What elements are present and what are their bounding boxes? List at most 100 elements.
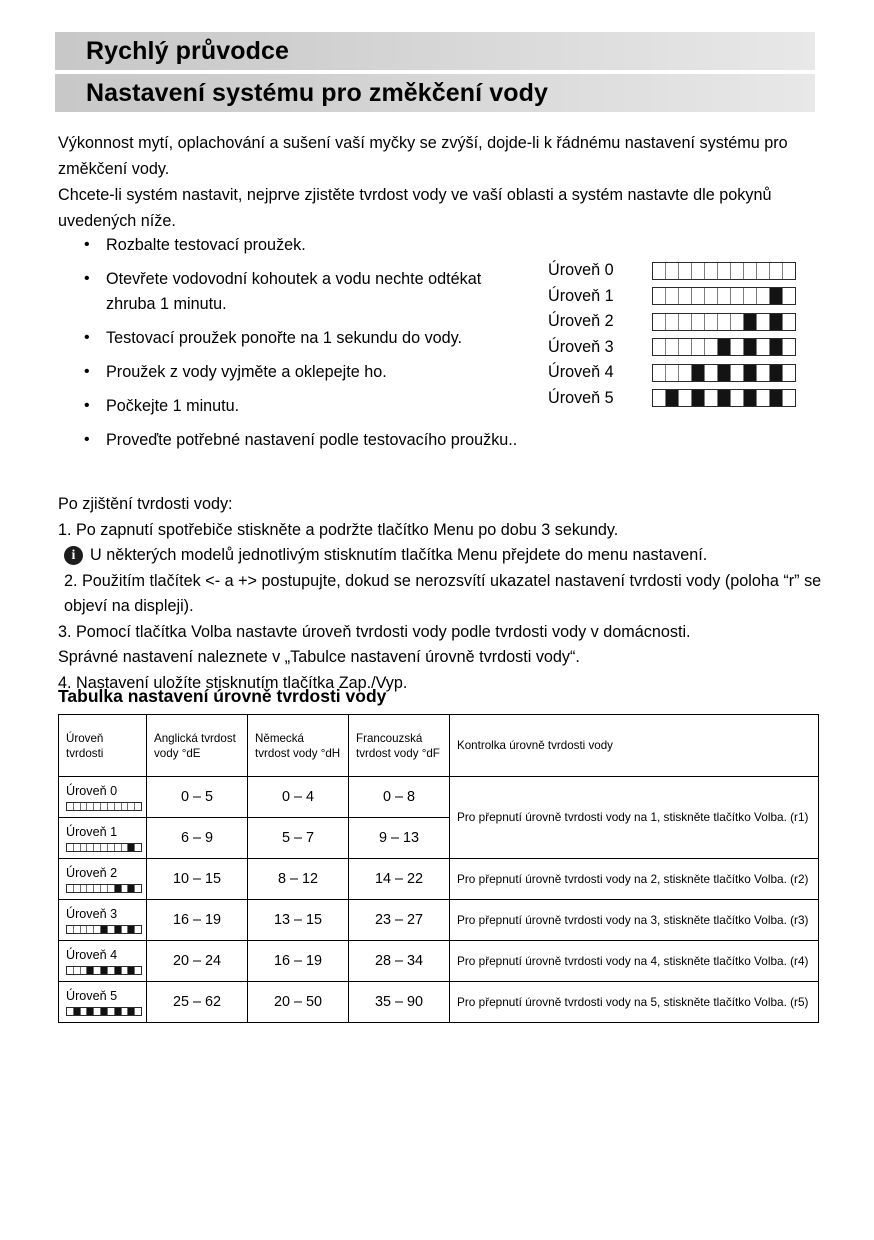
strip-cell <box>692 288 705 305</box>
cell-level: Úroveň 0 <box>58 776 147 818</box>
test-strip-indicator <box>652 287 796 306</box>
test-strip-indicator <box>652 363 796 382</box>
intro-paragraphs: Výkonnost mytí, oplachování a sušení vaš… <box>58 130 818 234</box>
legend-row: Úroveň 2 <box>548 309 796 335</box>
strip-cell <box>81 844 88 851</box>
cell-level-label: Úroveň 1 <box>66 825 118 839</box>
strip-cell <box>666 390 679 407</box>
legend-row: Úroveň 0 <box>548 258 796 284</box>
strip-cell <box>770 262 783 279</box>
cell-hardness-dh: 5 – 7 <box>247 817 349 859</box>
strip-cell <box>108 803 115 810</box>
instruction-bullet-list: Rozbalte testovací proužek. Otevřete vodo… <box>80 232 535 462</box>
strip-cell <box>770 364 783 381</box>
strip-cell <box>94 885 102 892</box>
cell-hardness-df: 14 – 22 <box>348 858 450 900</box>
strip-cell <box>653 364 666 381</box>
cell-hardness-de: 10 – 15 <box>146 858 248 900</box>
table-row: Úroveň 3 16 – 19 13 – 15 23 – 27 Pro přepnut… <box>58 899 819 941</box>
strip-cell <box>128 926 136 933</box>
strip-cell <box>705 390 718 407</box>
cell-level: Úroveň 1 <box>58 817 147 859</box>
strip-cell <box>783 339 795 356</box>
test-strip-indicator <box>652 389 796 408</box>
strip-cell <box>757 262 770 279</box>
strip-cell <box>122 885 129 892</box>
cell-hardness-de: 20 – 24 <box>146 940 248 982</box>
intro-paragraph-1: Výkonnost mytí, oplachování a sušení vaš… <box>58 134 788 178</box>
setup-steps: Po zjištění tvrdosti vody: 1. Po zapnutí… <box>58 492 846 696</box>
strip-cell <box>81 967 88 974</box>
cell-level: Úroveň 3 <box>58 899 147 941</box>
strip-cell <box>114 967 122 974</box>
legend-row: Úroveň 5 <box>548 386 796 412</box>
strip-cell <box>757 390 770 407</box>
strip-cell <box>679 262 692 279</box>
strip-cell <box>666 313 679 330</box>
strip-cell <box>122 967 129 974</box>
table-header: Úroveň tvrdosti Anglická tvrdost vody °d… <box>58 714 819 777</box>
cell-hardness-df: 28 – 34 <box>348 940 450 982</box>
bullet-item: Proužek z vody vyjměte a oklepejte ho. <box>80 359 535 385</box>
strip-cell <box>67 967 74 974</box>
cell-indicator-instruction: Pro přepnutí úrovně tvrdosti vody na 3, … <box>449 899 819 941</box>
test-strip-indicator <box>66 925 142 934</box>
strip-cell <box>114 885 122 892</box>
strip-cell <box>87 885 95 892</box>
strip-cell <box>87 967 95 974</box>
strip-cell <box>67 803 74 810</box>
strip-cell <box>731 313 744 330</box>
strip-cell <box>679 364 692 381</box>
strip-cell <box>783 364 795 381</box>
strip-cell <box>757 339 770 356</box>
cell-hardness-df: 0 – 8 <box>348 776 450 818</box>
table-row: Úroveň 2 10 – 15 8 – 12 14 – 22 Pro přepnutí… <box>58 858 819 900</box>
strip-cell <box>101 803 108 810</box>
strip-cell <box>87 1008 95 1015</box>
strip-cell <box>94 926 102 933</box>
strip-cell <box>666 288 679 305</box>
cell-indicator-instruction: Pro přepnutí úrovně tvrdosti vody na 5, … <box>449 981 819 1023</box>
strip-cell <box>101 885 108 892</box>
strip-cell <box>74 844 81 851</box>
test-strip-indicator <box>66 1007 142 1016</box>
banner-quick-guide: Rychlý průvodce <box>55 32 815 70</box>
hardness-level-legend: Úroveň 0 Úroveň 1 Úroveň 2 Úroveň 3 Úroveň 4… <box>548 258 796 411</box>
legend-row: Úroveň 1 <box>548 284 796 310</box>
cell-hardness-dh: 8 – 12 <box>247 858 349 900</box>
strip-cell <box>692 339 705 356</box>
strip-cell <box>135 844 141 851</box>
bullet-item: Počkejte 1 minutu. <box>80 393 535 419</box>
cell-level: Úroveň 2 <box>58 858 147 900</box>
cell-hardness-de: 25 – 62 <box>146 981 248 1023</box>
step-4: 4. Nastavení uložíte stisknutím tlačítka… <box>58 673 408 692</box>
cell-hardness-de: 0 – 5 <box>146 776 248 818</box>
strip-cell <box>679 339 692 356</box>
strip-cell <box>692 364 705 381</box>
strip-cell <box>108 844 115 851</box>
strip-cell <box>122 844 129 851</box>
cell-hardness-dh: 20 – 50 <box>247 981 349 1023</box>
strip-cell <box>653 313 666 330</box>
strip-cell <box>122 803 129 810</box>
step-2: 2. Použitím tlačítek <- a +> postupujte,… <box>64 571 822 616</box>
cell-indicator-instruction: Pro přepnutí úrovně tvrdosti vody na 1, … <box>449 776 819 859</box>
intro-paragraph-2: Chcete-li systém nastavit, nejprve zjist… <box>58 186 772 230</box>
legend-level-label: Úroveň 3 <box>548 337 614 356</box>
strip-cell <box>705 364 718 381</box>
strip-cell <box>692 262 705 279</box>
strip-cell <box>718 262 731 279</box>
strip-cell <box>81 1008 88 1015</box>
strip-cell <box>653 262 666 279</box>
strip-cell <box>770 339 783 356</box>
cell-indicator-instruction: Pro přepnutí úrovně tvrdosti vody na 4, … <box>449 940 819 982</box>
strip-cell <box>770 390 783 407</box>
legend-row: Úroveň 3 <box>548 335 796 361</box>
strip-cell <box>744 288 757 305</box>
strip-cell <box>744 364 757 381</box>
strip-cell <box>115 844 122 851</box>
strip-cell <box>108 967 115 974</box>
